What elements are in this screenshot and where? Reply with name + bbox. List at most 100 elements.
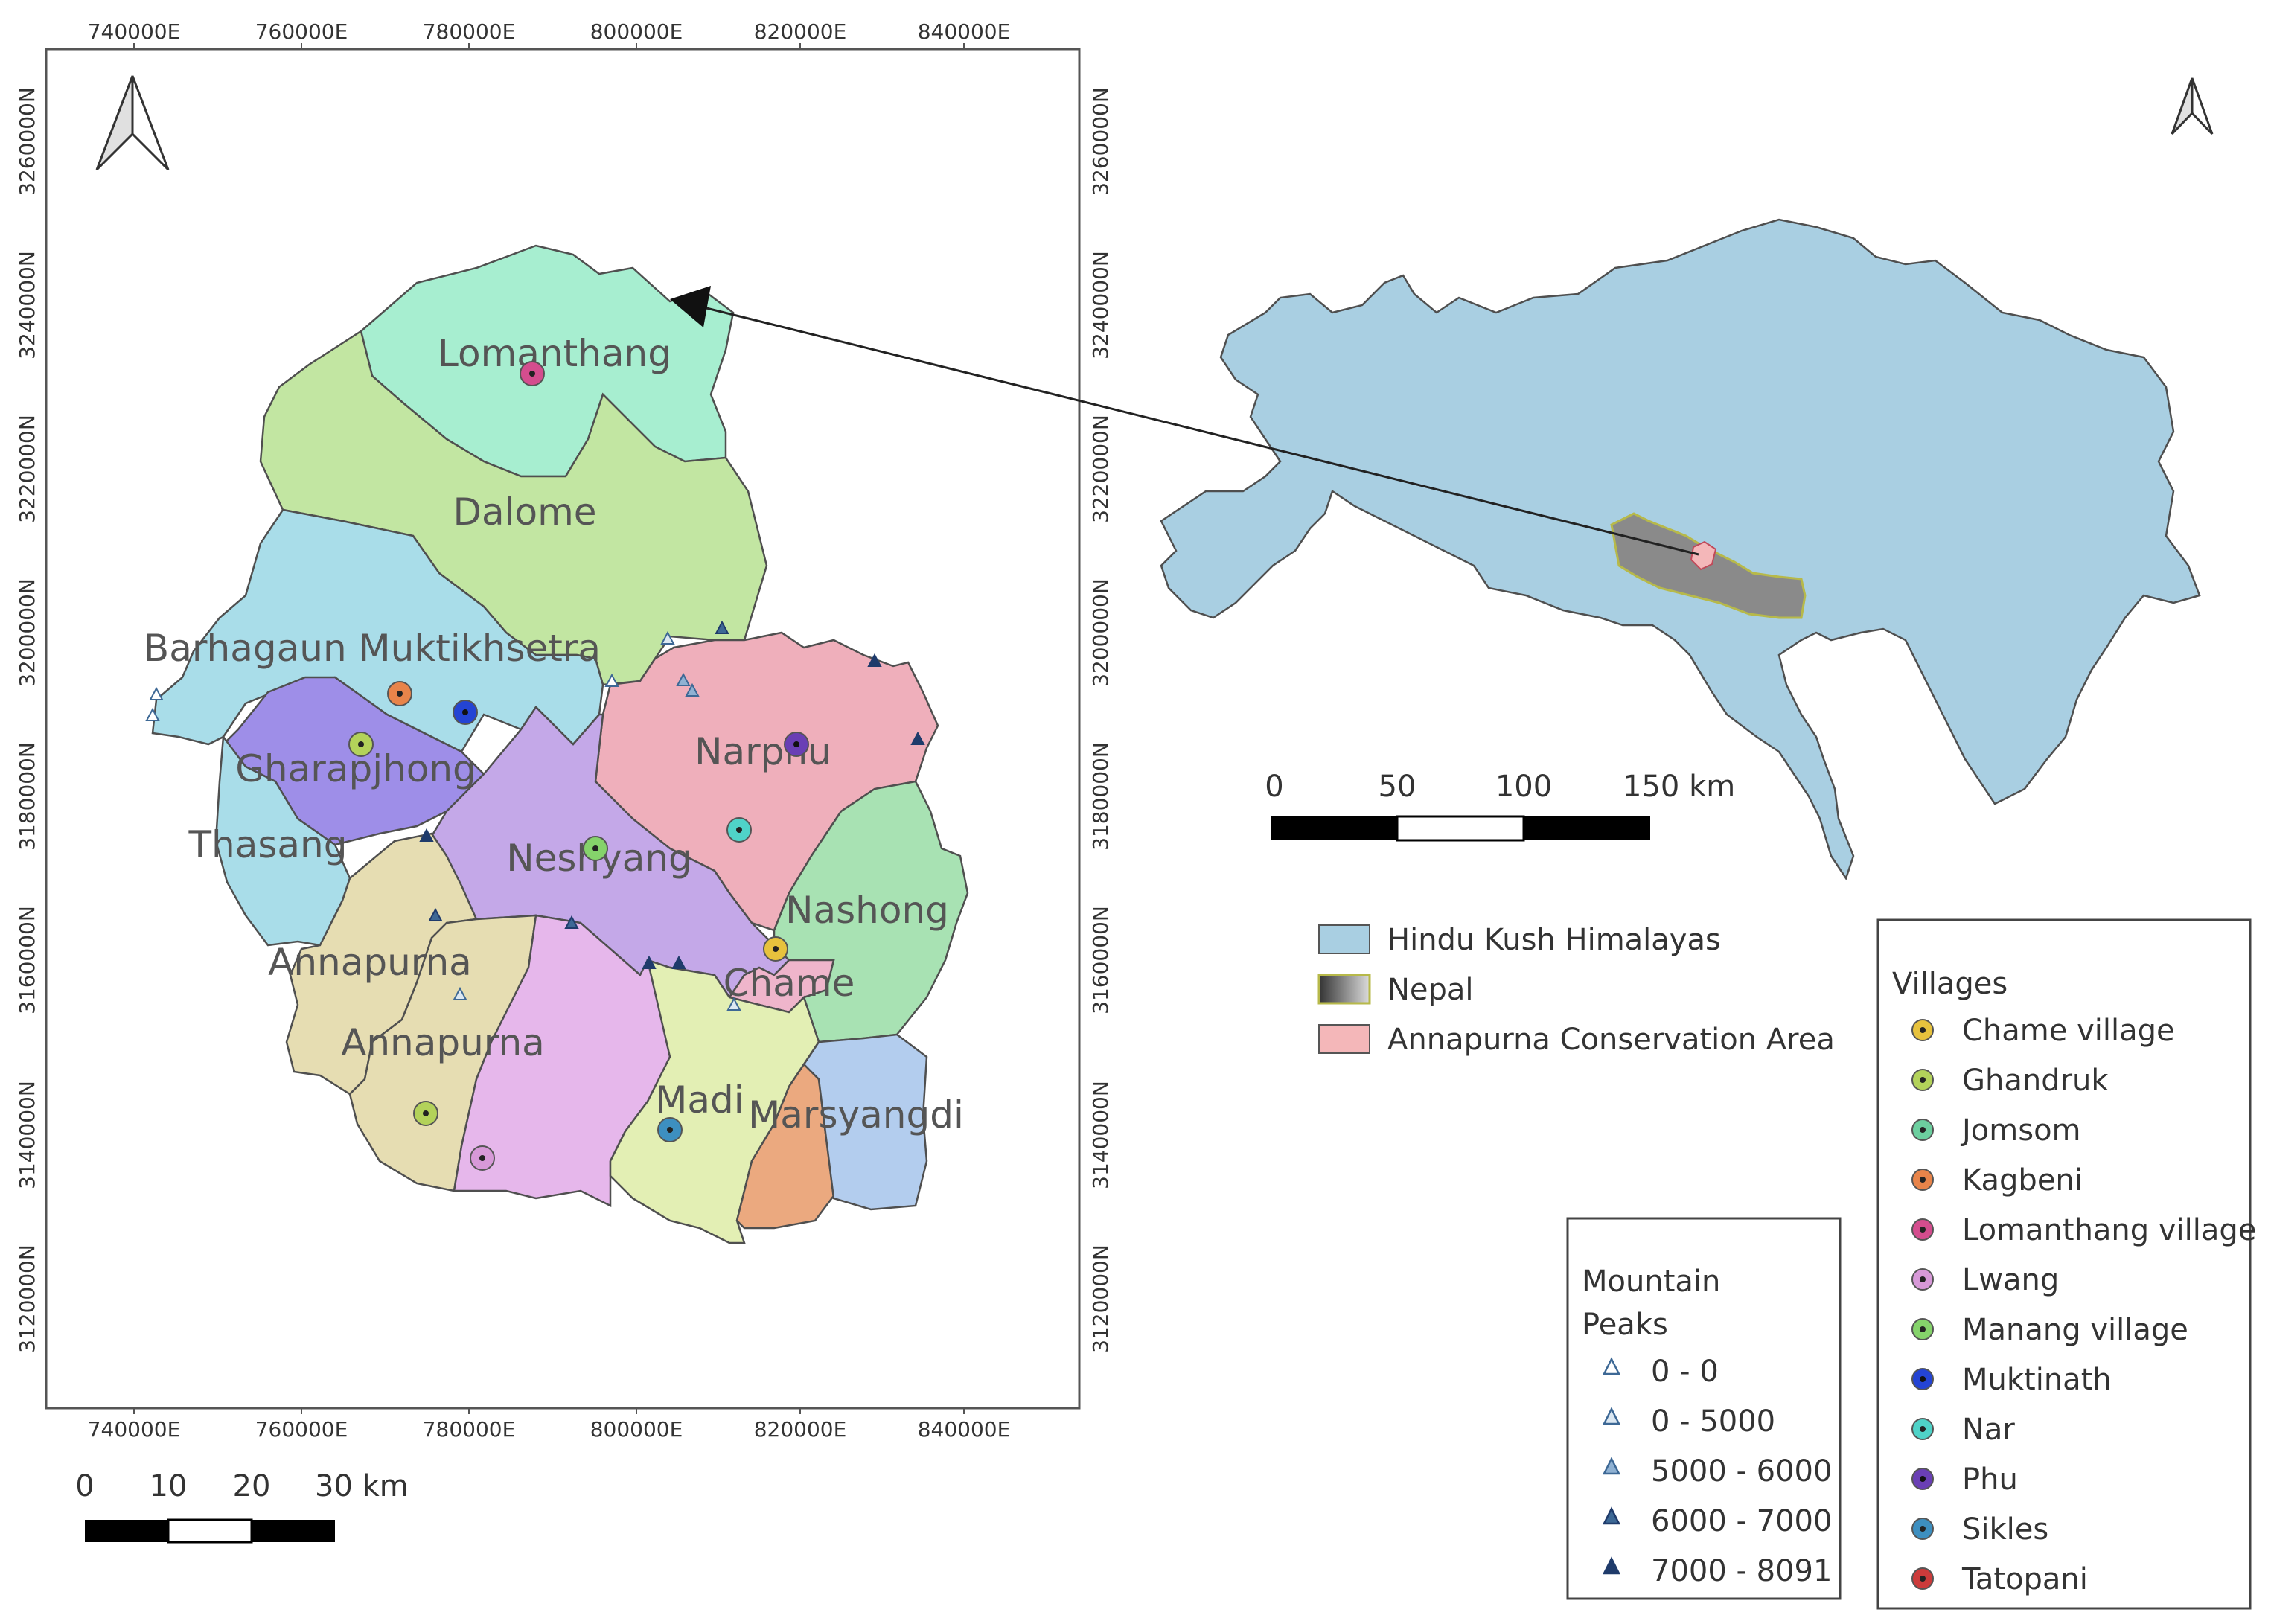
- region-label: Annapurna: [341, 1021, 545, 1064]
- peak-marker-icon: [419, 828, 434, 842]
- village-marker-nar: [726, 817, 752, 843]
- legend-areas: Hindu Kush Himalayas Nepal Annapurna Con…: [1317, 923, 1835, 1057]
- village-legend-icon: [1911, 1169, 1934, 1191]
- peak-marker-icon: [660, 630, 675, 645]
- legend-label: Muktinath: [1962, 1363, 2112, 1397]
- legend-villages-title: Villages: [1892, 967, 2008, 1001]
- region-labels: Lomanthang Dalome Barhagaun Muktikhsetra…: [144, 332, 964, 1137]
- x-tick-bottom: 840000E: [918, 1417, 1011, 1442]
- x-tick-top: 740000E: [88, 19, 181, 44]
- y-tick-left: 3140000N: [15, 1081, 39, 1189]
- village-marker-phu: [784, 732, 809, 757]
- village-legend-icon: [1911, 1418, 1934, 1440]
- village-marker-lwang: [470, 1145, 495, 1171]
- inset-scale-label: 0: [1265, 770, 1283, 804]
- legend-label: Sikles: [1962, 1512, 2048, 1547]
- peak-marker-icon: [642, 955, 657, 969]
- legend-label: Annapurna Conservation Area: [1387, 1023, 1835, 1057]
- x-tick-top: 820000E: [754, 19, 847, 44]
- main-scale-label: 30 km: [315, 1469, 409, 1503]
- peak-marker-icon: [671, 955, 686, 969]
- region-marsyangdi: [802, 1033, 928, 1211]
- legend-label: 5000 - 6000: [1651, 1454, 1832, 1489]
- legend-label: 7000 - 8091: [1651, 1554, 1832, 1588]
- region-label: Marsyangdi: [748, 1093, 964, 1137]
- x-tick-top: 800000E: [590, 19, 683, 44]
- village-legend-icon: [1911, 1368, 1934, 1390]
- peak-legend-icon: [1602, 1407, 1621, 1425]
- inset-pointer-line: [688, 302, 1699, 556]
- y-tick-right: 3200000N: [1088, 578, 1113, 687]
- y-tick-right: 3140000N: [1088, 1081, 1113, 1189]
- legend-label: Nar: [1962, 1413, 2015, 1447]
- region-label: Madi: [655, 1078, 744, 1122]
- region-label: Annapurna: [268, 941, 472, 984]
- x-axis-top: 740000E 760000E 780000E 800000E 820000E …: [88, 19, 1011, 49]
- x-tick-bottom: 800000E: [590, 1417, 683, 1442]
- inset-scale-label: 150 km: [1623, 770, 1735, 804]
- peak-marker-icon: [676, 672, 691, 686]
- peak-marker-icon: [726, 997, 741, 1011]
- y-tick-right: 3220000N: [1088, 415, 1113, 523]
- village-legend-icon: [1911, 1518, 1934, 1540]
- regions: [151, 244, 969, 1244]
- village-legend-icon: [1911, 1268, 1934, 1291]
- peak-marker-icon: [149, 686, 164, 700]
- legend-villages-box: [1876, 918, 2252, 1610]
- legend-label: 0 - 0: [1651, 1355, 1719, 1389]
- y-tick-left: 3220000N: [15, 415, 39, 523]
- legend-label: Ghandruk: [1962, 1064, 2109, 1098]
- region-label: Barhagaun Muktikhsetra: [144, 627, 601, 670]
- peak-legend-icon: [1602, 1357, 1621, 1375]
- legend-label: Hindu Kush Himalayas: [1387, 923, 1721, 957]
- region-label: Chame: [724, 962, 855, 1005]
- x-tick-top: 840000E: [918, 19, 1011, 44]
- legend-label: Nepal: [1387, 973, 1474, 1007]
- legend-swatch: [1317, 974, 1371, 1005]
- village-legend-icon: [1911, 1069, 1934, 1091]
- inset-scale-label: 100: [1495, 770, 1552, 804]
- village-legend-icon: [1911, 1468, 1934, 1490]
- main-scale-label: 0: [75, 1469, 94, 1503]
- x-tick-bottom: 820000E: [754, 1417, 847, 1442]
- y-tick-right: 3260000N: [1088, 87, 1113, 196]
- village-marker-jomsom: [348, 732, 374, 757]
- mountain-peaks: [145, 620, 925, 1011]
- main-scale-label: 10: [150, 1469, 188, 1503]
- legend-label: 0 - 5000: [1651, 1404, 1775, 1439]
- village-legend-icon: [1911, 1318, 1934, 1340]
- y-tick-right: 3180000N: [1088, 742, 1113, 851]
- peak-marker-icon: [910, 731, 925, 745]
- x-tick-top: 760000E: [255, 19, 348, 44]
- legend-peaks-title: Peaks: [1582, 1308, 1668, 1342]
- region-label: Dalome: [453, 490, 596, 534]
- legend-peaks-title: Mountain: [1582, 1265, 1720, 1299]
- peak-legend-icon: [1602, 1457, 1621, 1475]
- village-marker-chame: [763, 936, 788, 962]
- village-marker-sikles: [657, 1117, 683, 1142]
- legend-label: Jomsom: [1960, 1113, 2081, 1148]
- x-axis-bottom: 740000E 760000E 780000E 800000E 820000E …: [88, 1408, 1011, 1442]
- y-tick-right: 3120000N: [1088, 1244, 1113, 1353]
- legend-peaks-box: [1566, 1217, 1842, 1600]
- north-arrow-icon: [95, 75, 170, 171]
- peak-legend-icon: [1602, 1506, 1621, 1525]
- y-tick-left: 3200000N: [15, 578, 39, 687]
- peak-marker-icon: [564, 915, 579, 929]
- peak-marker-icon: [428, 907, 443, 921]
- village-markers: [348, 361, 809, 1171]
- y-tick-left: 3240000N: [15, 251, 39, 359]
- region-label: Nashong: [785, 889, 949, 932]
- main-scale-label: 20: [233, 1469, 271, 1503]
- region-label: Lomanthang: [438, 332, 671, 375]
- y-tick-right: 3160000N: [1088, 906, 1113, 1014]
- peak-marker-icon: [604, 673, 619, 687]
- legend-label: Lwang: [1962, 1263, 2059, 1297]
- inset-scale-label: 50: [1379, 770, 1416, 804]
- inset-north-arrow-icon: [2171, 77, 2214, 135]
- y-tick-left: 3160000N: [15, 906, 39, 1014]
- legend-label: 6000 - 7000: [1651, 1504, 1832, 1538]
- legend-peaks: Mountain Peaks 0 - 0 0 - 5000 5000 - 600…: [1566, 1217, 1842, 1600]
- inset-pointer-arrowhead-icon: [670, 286, 711, 327]
- region-label: Thasang: [188, 823, 348, 866]
